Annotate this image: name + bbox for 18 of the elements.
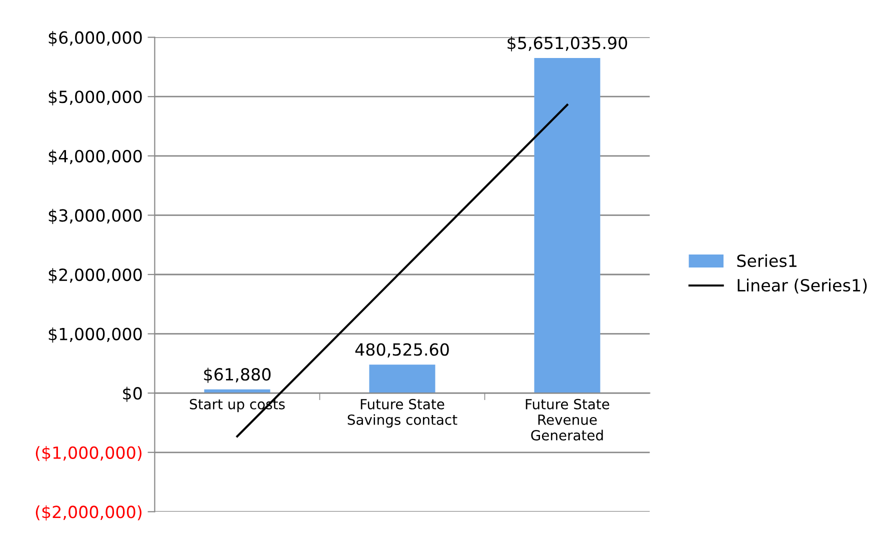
data-label: $5,651,035.90 xyxy=(508,36,628,52)
y-tick-label: $1,000,000 xyxy=(48,327,142,343)
y-tick-label: $5,000,000 xyxy=(48,90,142,106)
y-tick-label: $3,000,000 xyxy=(48,208,142,224)
y-tick-label: $2,000,000 xyxy=(48,268,142,284)
x-tick-label: Future State Revenue Generated xyxy=(526,398,610,440)
bar xyxy=(534,58,600,394)
y-tick-label: $6,000,000 xyxy=(48,30,142,46)
legend-label: Series1 xyxy=(737,254,796,268)
data-label: 480,525.60 xyxy=(355,343,449,358)
legend-label: Linear (Series1) xyxy=(738,278,867,294)
data-label: $61,880 xyxy=(204,368,271,383)
y-tick-label: $4,000,000 xyxy=(48,150,142,165)
x-tick-label: Future State Savings contact xyxy=(348,398,458,428)
y-tick-label: ($2,000,000) xyxy=(36,505,142,520)
y-tick-label: ($1,000,000) xyxy=(36,446,142,462)
bar xyxy=(369,364,436,394)
y-tick-label: $0 xyxy=(123,386,142,402)
